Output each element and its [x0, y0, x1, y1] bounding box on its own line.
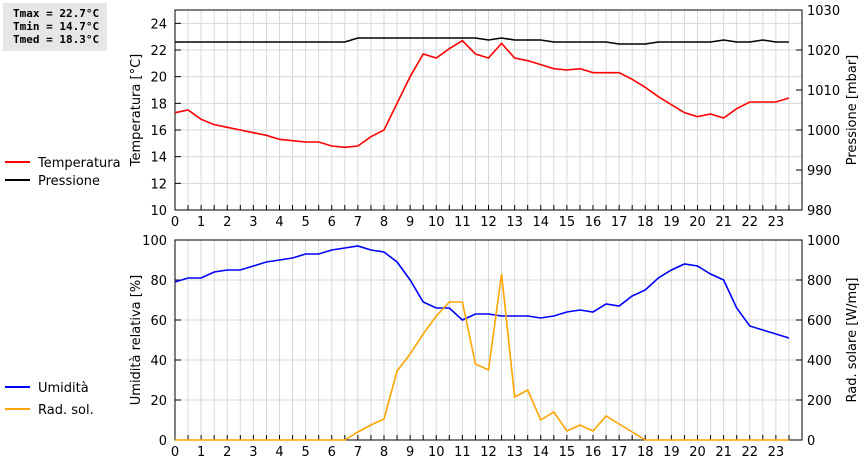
y2-tick-label: 1000 — [807, 234, 840, 249]
y2-tick-label: 400 — [807, 354, 832, 369]
x-tick-label: 23 — [768, 215, 785, 230]
x-tick-label: 15 — [559, 445, 576, 460]
x-tick-label: 9 — [406, 215, 414, 230]
y2-tick-label: 1000 — [807, 124, 840, 139]
tmax-text: Tmax = 22.7°C — [13, 7, 100, 20]
y2-tick-label: 800 — [807, 274, 832, 289]
x-tick-label: 12 — [480, 215, 497, 230]
y2-tick-label: 1030 — [807, 4, 840, 19]
x-tick-label: 5 — [301, 445, 309, 460]
x-tick-label: 10 — [428, 215, 445, 230]
y-tick-label: 14 — [150, 151, 167, 166]
x-tick-label: 0 — [171, 215, 179, 230]
legend-label: Temperatura — [37, 156, 121, 171]
x-tick-label: 16 — [585, 215, 602, 230]
x-tick-label: 3 — [249, 445, 257, 460]
y-tick-label: 22 — [150, 44, 167, 59]
x-tick-label: 7 — [354, 445, 362, 460]
y-tick-label: 40 — [150, 354, 167, 369]
y2-tick-label: 1010 — [807, 84, 840, 99]
legend-label: Rad. sol. — [38, 403, 94, 418]
legend-label: Pressione — [38, 174, 100, 189]
y2-axis-title: Rad. solare [W/mq] — [845, 277, 860, 402]
x-tick-label: 11 — [454, 445, 471, 460]
y-tick-label: 100 — [142, 234, 167, 249]
x-tick-label: 10 — [428, 445, 445, 460]
y-tick-label: 16 — [150, 124, 167, 139]
x-tick-label: 7 — [354, 215, 362, 230]
x-tick-label: 23 — [768, 445, 785, 460]
x-tick-label: 18 — [637, 445, 654, 460]
y-tick-label: 80 — [150, 274, 167, 289]
x-tick-label: 21 — [715, 215, 732, 230]
x-tick-label: 5 — [301, 215, 309, 230]
y2-tick-label: 200 — [807, 394, 832, 409]
x-tick-label: 13 — [506, 215, 523, 230]
y-tick-label: 20 — [150, 394, 167, 409]
series-line-rad-sol- — [175, 273, 789, 441]
y2-tick-label: 600 — [807, 314, 832, 329]
x-tick-label: 11 — [454, 215, 471, 230]
y-tick-label: 12 — [150, 177, 167, 192]
x-tick-label: 14 — [532, 445, 549, 460]
y-tick-label: 18 — [150, 97, 167, 112]
y-tick-label: 0 — [159, 434, 167, 449]
x-tick-label: 13 — [506, 445, 523, 460]
y-tick-label: 24 — [150, 17, 167, 32]
x-tick-label: 9 — [406, 445, 414, 460]
x-tick-label: 8 — [380, 445, 388, 460]
y2-tick-label: 990 — [807, 164, 832, 179]
x-tick-label: 4 — [275, 445, 283, 460]
x-tick-label: 3 — [249, 215, 257, 230]
x-tick-label: 15 — [559, 215, 576, 230]
x-tick-label: 2 — [223, 215, 231, 230]
x-tick-label: 19 — [663, 445, 680, 460]
tmed-text: Tmed = 18.3°C — [13, 33, 100, 46]
x-tick-label: 6 — [328, 215, 336, 230]
x-tick-label: 2 — [223, 445, 231, 460]
x-tick-label: 0 — [171, 445, 179, 460]
x-tick-label: 20 — [689, 445, 706, 460]
y2-tick-label: 980 — [807, 204, 832, 219]
y2-tick-label: 0 — [807, 434, 815, 449]
x-tick-label: 17 — [611, 445, 628, 460]
y2-tick-label: 1020 — [807, 44, 840, 59]
x-tick-label: 17 — [611, 215, 628, 230]
series-line-umidità — [174, 245, 790, 339]
x-tick-label: 12 — [480, 445, 497, 460]
tmin-text: Tmin = 14.7°C — [13, 20, 100, 33]
y-tick-label: 60 — [150, 314, 167, 329]
x-tick-label: 1 — [197, 215, 205, 230]
x-tick-label: 21 — [715, 445, 732, 460]
x-tick-label: 6 — [328, 445, 336, 460]
x-tick-label: 14 — [532, 215, 549, 230]
x-tick-label: 19 — [663, 215, 680, 230]
x-tick-label: 18 — [637, 215, 654, 230]
x-tick-label: 20 — [689, 215, 706, 230]
x-tick-label: 4 — [275, 215, 283, 230]
x-tick-label: 16 — [585, 445, 602, 460]
y-tick-label: 20 — [150, 71, 167, 86]
legend-label: Umidità — [38, 381, 89, 396]
series-line-temperatura — [174, 39, 790, 149]
x-tick-label: 22 — [741, 215, 758, 230]
y-tick-label: 10 — [150, 204, 167, 219]
series-line-pressione — [175, 37, 789, 45]
y-axis-title: Umidità relativa [%] — [129, 275, 144, 405]
x-tick-label: 1 — [197, 445, 205, 460]
y2-axis-title: Pressione [mbar] — [845, 55, 860, 166]
y-axis-title: Temperatura [°C] — [129, 54, 144, 167]
x-tick-label: 8 — [380, 215, 388, 230]
temperature-stats-box: Tmax = 22.7°C Tmin = 14.7°C Tmed = 18.3°… — [3, 3, 107, 51]
x-tick-label: 22 — [741, 445, 758, 460]
